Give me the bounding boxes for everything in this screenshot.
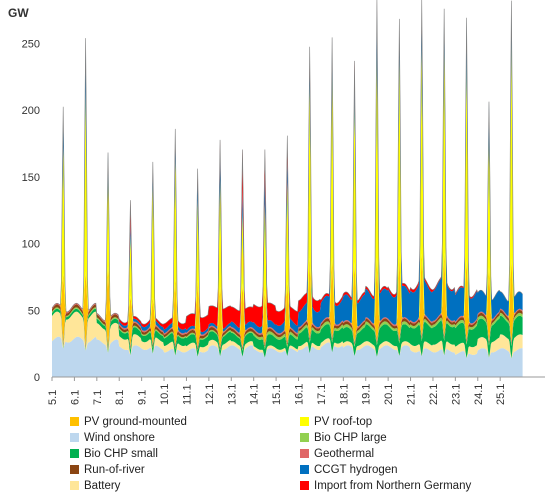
legend-swatch — [70, 417, 79, 426]
area-pv-roof-top — [52, 38, 523, 335]
x-tick-label: 20.1 — [383, 384, 395, 405]
legend-swatch — [70, 481, 79, 490]
y-tick-label: 250 — [22, 38, 40, 50]
x-tick-label: 10.1 — [159, 384, 171, 405]
area-bio-chp-small — [52, 308, 523, 359]
legend-label: Bio CHP large — [314, 431, 387, 444]
legend-item: Bio CHP small — [70, 446, 300, 461]
x-tick-label: 5.1 — [47, 390, 59, 405]
legend-item: Bio CHP large — [300, 430, 530, 445]
legend-label: Bio CHP small — [84, 447, 158, 460]
area-wind-onshore — [52, 336, 523, 377]
area-pv-ground-mounted — [52, 252, 523, 348]
x-tick-label: 18.1 — [338, 384, 350, 405]
x-tick-label: 21.1 — [406, 384, 418, 405]
x-tick-label: 19.1 — [361, 384, 373, 405]
legend-label: CCGT hydrogen — [314, 463, 398, 476]
legend-label: Wind onshore — [84, 431, 155, 444]
area-battery — [52, 311, 523, 359]
x-axis: 5.1 6.1 7.1 8.1 9.1 10.1 11.1 12.1 13.1 14.1 15.1 1… — [47, 377, 507, 405]
legend-label: PV roof-top — [314, 415, 373, 428]
legend-swatch — [70, 465, 79, 474]
legend-item: PV roof-top — [300, 414, 530, 429]
y-tick-label: 100 — [22, 239, 40, 251]
legend-item: CCGT hydrogen — [300, 462, 530, 477]
y-tick-label: 50 — [28, 305, 40, 317]
legend-item: Battery — [70, 478, 300, 493]
legend-item: PV ground-mounted — [70, 414, 300, 429]
y-axis-label: GW — [8, 6, 29, 20]
legend-item: Import from Northern Germany — [300, 478, 530, 493]
x-tick-label: 16.1 — [294, 384, 306, 405]
x-tick-label: 12.1 — [204, 384, 216, 405]
y-axis: 0 50 100 150 200 250 — [22, 38, 40, 384]
legend-swatch — [70, 433, 79, 442]
legend-item: Geothermal — [300, 446, 530, 461]
legend-label: PV ground-mounted — [84, 415, 187, 428]
y-tick-label: 200 — [22, 105, 40, 117]
x-tick-label: 8.1 — [114, 390, 126, 405]
legend-item: Wind onshore — [70, 430, 300, 445]
x-tick-label: 13.1 — [226, 384, 238, 405]
legend-label: Import from Northern Germany — [314, 479, 472, 492]
x-tick-label: 11.1 — [181, 384, 193, 405]
legend: PV ground-mounted PV roof-top Wind onshore… — [70, 414, 540, 493]
y-tick-label: 150 — [22, 172, 40, 184]
legend-swatch — [300, 433, 309, 442]
x-tick-label: 9.1 — [137, 390, 149, 405]
legend-swatch — [300, 449, 309, 458]
x-tick-label: 6.1 — [69, 390, 81, 405]
x-tick-label: 22.1 — [428, 384, 440, 405]
x-tick-label: 24.1 — [473, 384, 485, 405]
legend-label: Geothermal — [314, 447, 375, 460]
legend-swatch — [300, 481, 309, 490]
legend-swatch — [70, 449, 79, 458]
x-tick-label: 7.1 — [92, 390, 104, 405]
legend-label: Battery — [84, 479, 121, 492]
legend-label: Run-of-river — [84, 463, 145, 476]
x-tick-label: 14.1 — [249, 384, 261, 405]
x-tick-label: 15.1 — [271, 384, 283, 405]
y-tick-label: 0 — [34, 372, 40, 384]
x-tick-label: 17.1 — [316, 384, 328, 405]
chart: GW 0 50 100 150 200 250 5.1 6.1 7.1 8.1 9.1 10.1 11… — [8, 0, 545, 405]
legend-item: Run-of-river — [70, 462, 300, 477]
plot-area — [51, 0, 523, 377]
x-tick-label: 23.1 — [450, 384, 462, 405]
x-tick-label: 25.1 — [495, 384, 507, 405]
legend-swatch — [300, 417, 309, 426]
total-outline — [51, 0, 523, 325]
legend-swatch — [300, 465, 309, 474]
area-ccgt-hydrogen — [52, 0, 523, 335]
